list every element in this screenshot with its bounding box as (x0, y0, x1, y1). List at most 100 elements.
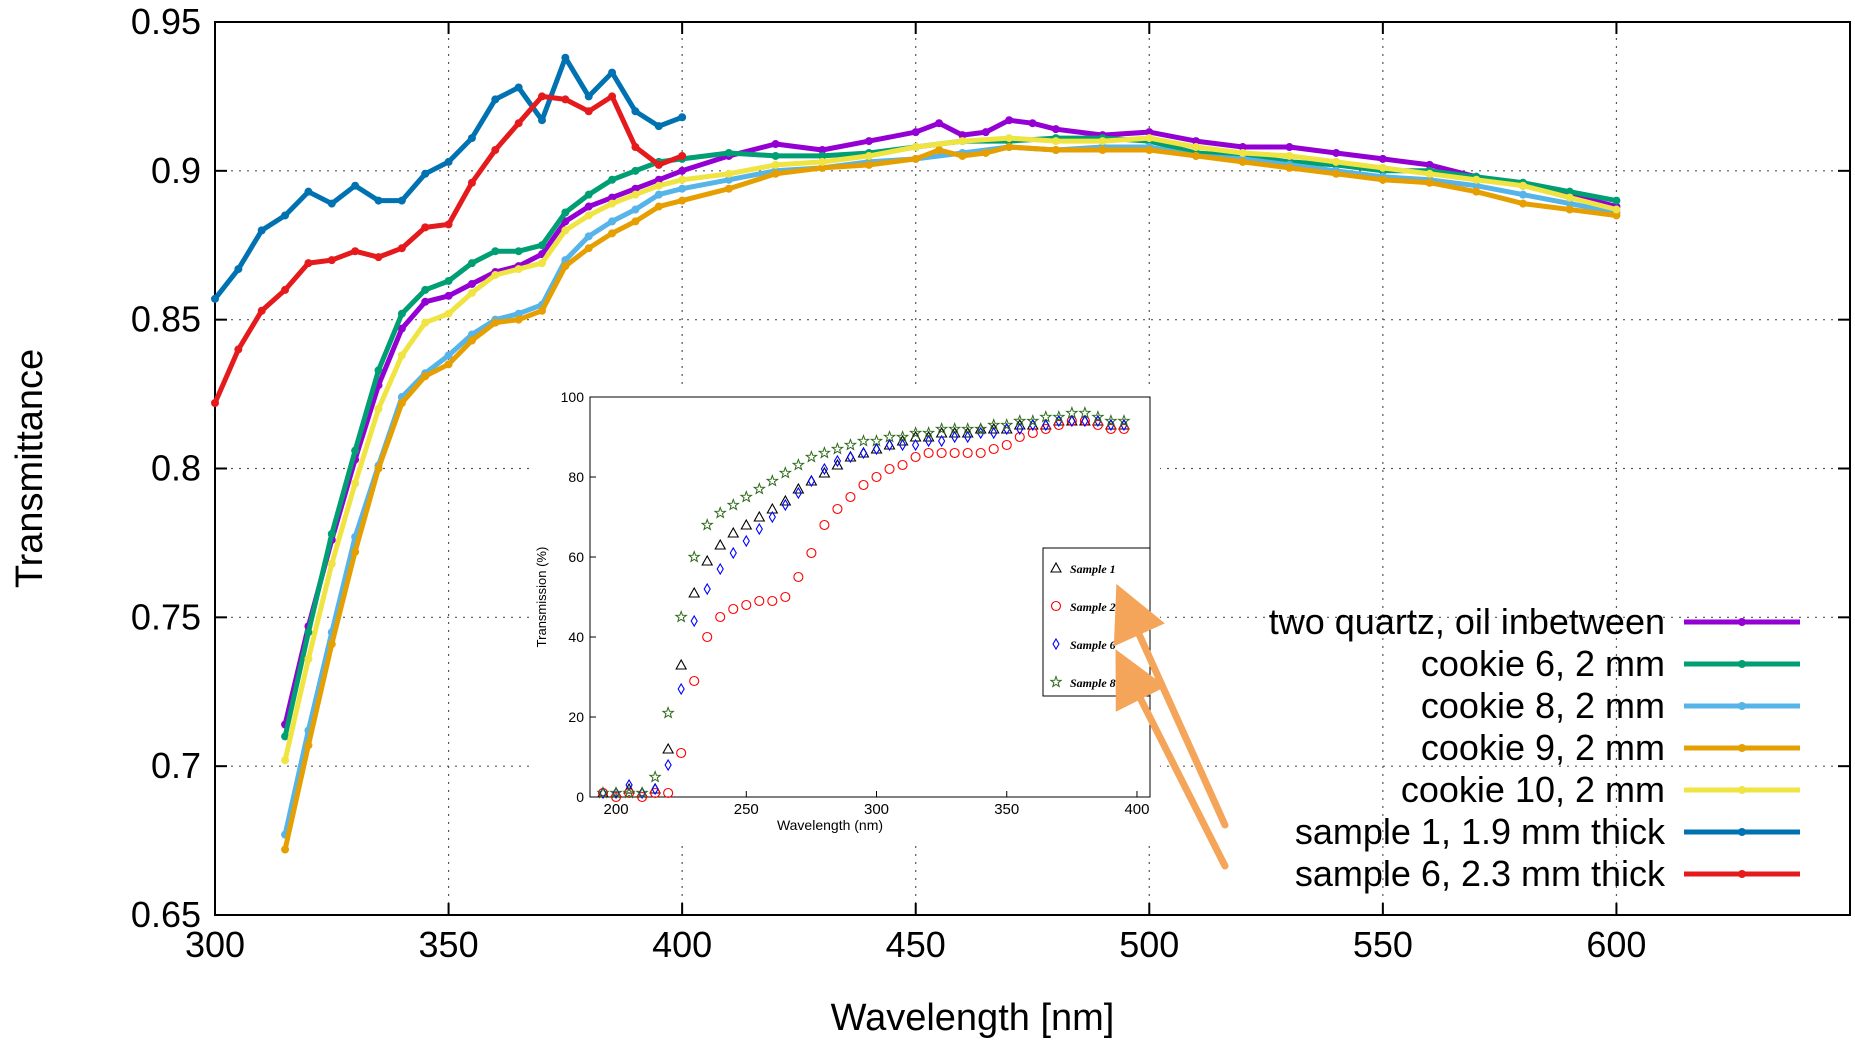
data-point (911, 143, 920, 152)
data-point (304, 741, 313, 750)
scatter-point-star (1104, 414, 1118, 427)
legend-label: sample 1, 1.9 mm thick (1295, 811, 1666, 852)
legend-label: sample 6, 2.3 mm thick (1295, 853, 1666, 894)
data-point (234, 265, 243, 274)
scatter-point-diamond (1052, 637, 1060, 651)
scatter-point-diamond (664, 758, 672, 772)
data-point (351, 181, 360, 190)
data-point (397, 399, 406, 408)
data-point (1005, 116, 1014, 125)
scatter-point-diamond (1042, 418, 1050, 432)
scatter-point-star (843, 438, 858, 451)
data-point (1565, 199, 1574, 208)
data-point (327, 199, 336, 208)
data-point (281, 845, 290, 854)
scatter-point-star (895, 430, 910, 443)
scatter-point-circle (1053, 419, 1064, 431)
inset-y-tick-label: 100 (561, 389, 585, 405)
scatter-point-diamond (990, 426, 998, 440)
scatter-point-triangle (753, 510, 766, 522)
scatter-point-circle (754, 595, 765, 607)
scatter-point-star (974, 421, 988, 435)
data-point (211, 294, 219, 303)
data-point (1098, 137, 1107, 146)
scatter-point-triangle (688, 586, 701, 598)
data-point (281, 285, 290, 294)
scatter-point-star (752, 481, 766, 495)
scatter-point-circle (884, 463, 895, 475)
inset-x-tick-label: 350 (994, 801, 1019, 818)
data-point (1145, 128, 1154, 137)
y-tick-label: 0.65 (131, 894, 201, 935)
scatter-point-diamond (1016, 422, 1024, 436)
series-line (282, 135, 1617, 737)
inset-y-axis-label: Transmission (%) (534, 547, 549, 648)
data-point (1145, 134, 1154, 143)
scatter-point-circle (871, 471, 882, 483)
series-line (282, 135, 1618, 761)
scatter-point-diamond (1120, 418, 1128, 432)
data-point (608, 92, 617, 101)
scatter-point-star (596, 785, 610, 799)
data-point (514, 83, 523, 92)
data-point (1472, 181, 1481, 190)
data-point (958, 137, 967, 146)
scatter-point-diamond (781, 498, 789, 512)
data-point (281, 732, 290, 741)
data-point (351, 446, 360, 455)
scatter-point-star (1117, 414, 1131, 427)
scatter-point-star (934, 422, 949, 435)
data-point (304, 259, 313, 268)
scatter-point-diamond (885, 438, 894, 452)
data-point (351, 247, 360, 256)
scatter-point-triangle (740, 518, 753, 530)
data-point (1519, 181, 1527, 190)
data-point (514, 265, 523, 274)
annotation-arrow (1113, 583, 1229, 829)
scatter-point-diamond (677, 682, 685, 696)
inset-y-tick-label: 20 (568, 709, 584, 725)
data-point (1238, 143, 1247, 152)
scatter-point-triangle (727, 526, 740, 538)
inset-x-tick-label: 200 (604, 801, 629, 818)
data-point (771, 151, 780, 160)
scatter-point-diamond (807, 474, 816, 488)
scatter-point-circle (728, 603, 739, 615)
x-tick-label: 500 (1119, 924, 1179, 965)
data-point (608, 193, 617, 202)
scatter-point-star (674, 610, 688, 623)
scatter-point-star (987, 417, 1001, 431)
data-point (584, 107, 593, 116)
scatter-point-triangle (974, 422, 987, 434)
scatter-point-diamond (1029, 418, 1037, 432)
series-group (281, 134, 1621, 765)
inset-y-tick-label: 80 (568, 469, 584, 485)
data-point (397, 324, 406, 333)
scatter-point-diamond (846, 450, 855, 464)
scatter-point-star (1078, 405, 1092, 419)
scatter-point-star (909, 425, 923, 439)
y-tick-label: 0.75 (131, 596, 201, 637)
scatter-point-circle (1050, 600, 1062, 612)
data-point (444, 291, 453, 300)
data-point (1425, 169, 1434, 178)
data-point (538, 259, 546, 268)
scatter-point-diamond (898, 438, 907, 452)
data-point (1005, 143, 1014, 152)
data-point (654, 181, 663, 190)
data-point (1519, 199, 1527, 208)
data-point (467, 178, 476, 187)
data-point (1425, 160, 1434, 169)
scatter-point-star (1000, 418, 1014, 431)
data-point (467, 279, 476, 288)
data-point (1612, 211, 1621, 220)
data-point (1051, 125, 1060, 134)
data-point (631, 143, 640, 152)
data-point (281, 211, 290, 220)
data-point (1192, 137, 1200, 146)
data-point (631, 190, 640, 199)
scatter-point-circle (702, 631, 713, 643)
inset-y-tick-label: 60 (568, 549, 584, 565)
series-group (281, 143, 1621, 854)
inset-series-group (599, 414, 1128, 800)
